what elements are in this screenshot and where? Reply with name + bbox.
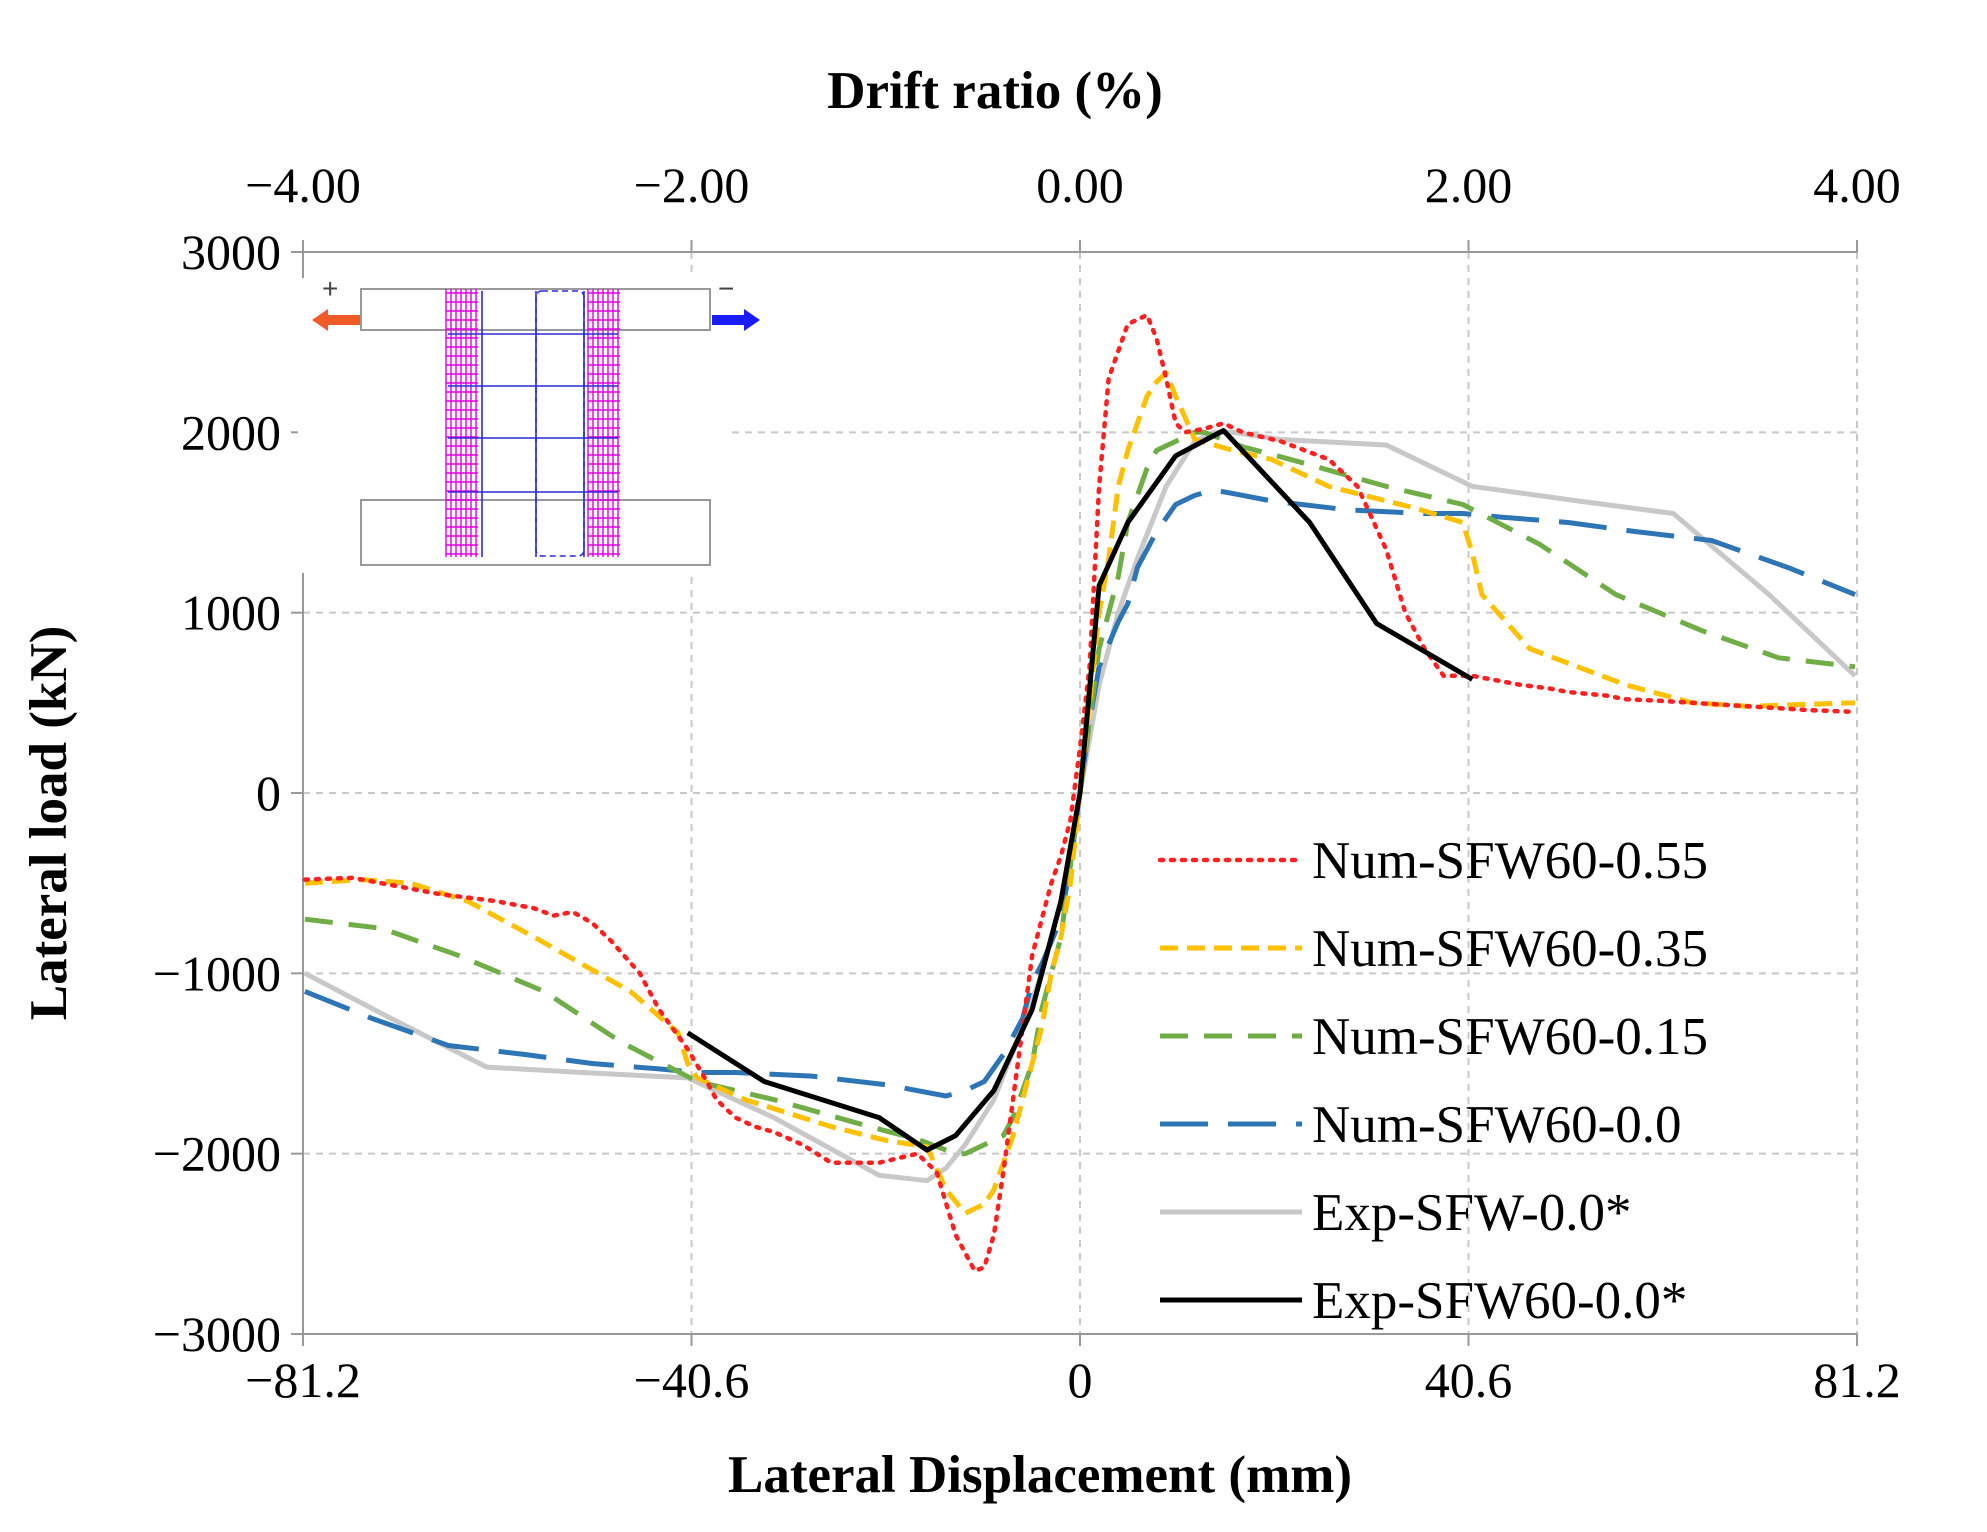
x-tick-label: 0	[1068, 1352, 1093, 1408]
x2-tick-label: −2.00	[634, 157, 750, 213]
specimen-inset-diagram: + −	[298, 273, 760, 573]
x2-axis-title: Drift ratio (%)	[827, 62, 1163, 120]
inset-right-arrow-icon	[712, 309, 760, 331]
y-tick-label: −3000	[153, 1306, 281, 1362]
inset-web-rebar	[448, 290, 618, 557]
series-line-num-sfw60-0-0	[303, 487, 1857, 1099]
legend-label: Num-SFW60-0.0	[1312, 1096, 1682, 1154]
x-axis-title: Lateral Displacement (mm)	[728, 1446, 1352, 1504]
legend-label: Exp-SFW-0.0*	[1312, 1184, 1631, 1242]
inset-opening	[535, 290, 585, 557]
legend: Num-SFW60-0.55 Num-SFW60-0.35 Num-SFW60-0.…	[1157, 832, 1708, 1330]
legend-label: Num-SFW60-0.15	[1312, 1008, 1708, 1066]
series-line-exp-sfw60-0-0	[686, 428, 1474, 1153]
y-tick-label: 2000	[181, 404, 281, 460]
x-tick-label: −40.6	[634, 1352, 750, 1408]
legend-label: Exp-SFW60-0.0*	[1312, 1272, 1687, 1330]
x2-tick-label: −4.00	[245, 157, 361, 213]
x-tick-label: −81.2	[245, 1352, 361, 1408]
y-tick-label: −1000	[153, 945, 281, 1001]
x-tick-label: 40.6	[1425, 1352, 1513, 1408]
x2-tick-label: 2.00	[1425, 157, 1513, 213]
inset-left-arrow-icon	[312, 309, 360, 331]
y-axis-title: Lateral load (kN)	[20, 626, 78, 1021]
legend-label: Num-SFW60-0.35	[1312, 920, 1708, 978]
x-tick-label: 81.2	[1813, 1352, 1901, 1408]
axes: −81.2 −40.6 0 40.6 81.2 −4.00 −2.00 0.00 2.00 4.0…	[20, 62, 1901, 1504]
inset-plus-sign: +	[322, 273, 338, 304]
series-lines	[302, 312, 1858, 1274]
y-tick-label: 3000	[181, 224, 281, 280]
inset-minus-sign: −	[718, 273, 734, 304]
y-tick-label: 1000	[181, 585, 281, 641]
y-tick-label: −2000	[153, 1126, 281, 1182]
y-tick-label: 0	[256, 765, 281, 821]
legend-label: Num-SFW60-0.55	[1312, 832, 1708, 890]
x2-tick-label: 0.00	[1036, 157, 1124, 213]
x2-tick-label: 4.00	[1813, 157, 1901, 213]
inset-background	[298, 278, 728, 573]
